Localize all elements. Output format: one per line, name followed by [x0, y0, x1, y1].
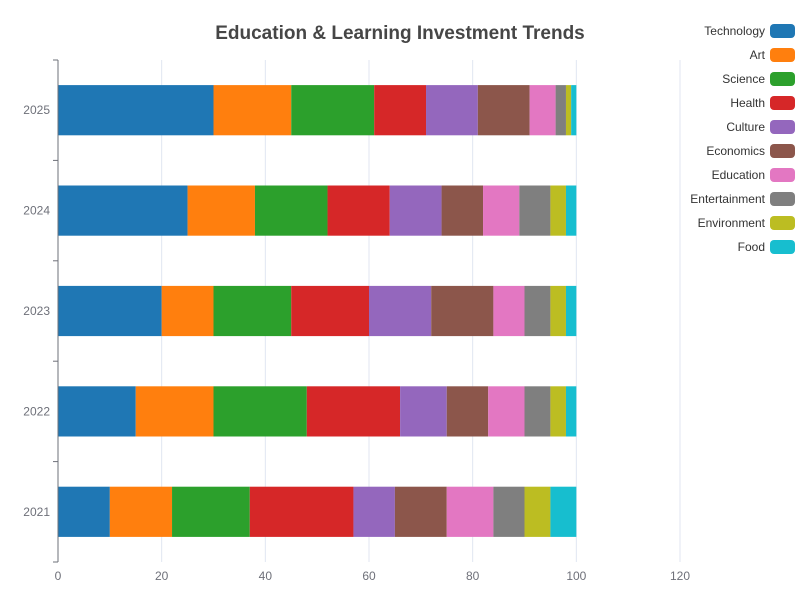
legend-label: Entertainment: [690, 192, 765, 206]
bars: [58, 85, 577, 537]
bar-segment-culture-2025[interactable]: [426, 85, 478, 136]
x-tick-label: 60: [362, 569, 376, 583]
bar-segment-culture-2022[interactable]: [400, 386, 447, 437]
y-tick-label: 2022: [23, 404, 50, 418]
bar-segment-art-2021[interactable]: [109, 486, 173, 537]
legend-label: Food: [738, 240, 765, 254]
bar-segment-environment-2025[interactable]: [565, 85, 572, 136]
legend-swatch: [770, 192, 795, 206]
y-tick-label: 2023: [23, 304, 50, 318]
bar-segment-environment-2024[interactable]: [550, 185, 566, 236]
legend-swatch: [770, 96, 795, 110]
bar-segment-art-2025[interactable]: [213, 85, 292, 136]
bar-segment-food-2021[interactable]: [550, 486, 577, 537]
bar-segment-health-2022[interactable]: [306, 386, 401, 437]
bar-segment-art-2024[interactable]: [187, 185, 255, 236]
bar-segment-entertainment-2024[interactable]: [519, 185, 551, 236]
bar-segment-culture-2023[interactable]: [369, 285, 432, 337]
legend-item-entertainment[interactable]: Entertainment: [690, 192, 795, 206]
bar-segment-health-2025[interactable]: [374, 85, 427, 136]
bar-segment-art-2022[interactable]: [135, 386, 214, 437]
bar-segment-art-2023[interactable]: [161, 285, 214, 337]
bar-segment-entertainment-2021[interactable]: [493, 486, 525, 537]
bar-segment-health-2023[interactable]: [291, 285, 369, 337]
bar-segment-technology-2021[interactable]: [58, 486, 110, 537]
bar-segment-entertainment-2025[interactable]: [555, 85, 566, 136]
legend-item-health[interactable]: Health: [730, 96, 795, 110]
bar-segment-entertainment-2023[interactable]: [524, 285, 551, 337]
legend-label: Culture: [726, 120, 765, 134]
y-tick-label: 2025: [23, 103, 50, 117]
bar-segment-education-2024[interactable]: [483, 185, 520, 236]
legend-label: Art: [750, 48, 766, 62]
legend-item-environment[interactable]: Environment: [698, 216, 795, 230]
bar-segment-education-2021[interactable]: [446, 486, 494, 537]
legend-item-art[interactable]: Art: [750, 48, 795, 62]
legend-swatch: [770, 240, 795, 254]
legend-swatch: [770, 48, 795, 62]
bar-segment-economics-2021[interactable]: [394, 486, 447, 537]
bar-segment-science-2022[interactable]: [213, 386, 307, 437]
bar-segment-science-2025[interactable]: [291, 85, 375, 136]
y-tick-label: 2021: [23, 505, 50, 519]
legend-swatch: [770, 120, 795, 134]
legend-swatch: [770, 168, 795, 182]
x-tick-label: 120: [670, 569, 690, 583]
legend-label: Education: [712, 168, 765, 182]
bar-segment-food-2022[interactable]: [565, 386, 577, 437]
bar-segment-health-2024[interactable]: [327, 185, 390, 236]
bar-segment-science-2024[interactable]: [254, 185, 328, 236]
bar-segment-entertainment-2022[interactable]: [524, 386, 551, 437]
legend-swatch: [770, 24, 795, 38]
y-tick-label: 2024: [23, 204, 50, 218]
x-tick-label: 20: [155, 569, 169, 583]
legend-item-education[interactable]: Education: [712, 168, 795, 182]
bar-segment-culture-2021[interactable]: [353, 486, 395, 537]
legend-item-culture[interactable]: Culture: [726, 120, 795, 134]
bar-segment-economics-2023[interactable]: [431, 285, 494, 337]
legend-item-food[interactable]: Food: [738, 240, 795, 254]
bar-segment-education-2023[interactable]: [493, 285, 525, 337]
bar-segment-environment-2023[interactable]: [550, 285, 566, 337]
legend-label: Health: [730, 96, 765, 110]
bar-segment-food-2024[interactable]: [565, 185, 577, 236]
bar-segment-environment-2022[interactable]: [550, 386, 566, 437]
bar-segment-technology-2022[interactable]: [58, 386, 136, 437]
bar-segment-economics-2025[interactable]: [477, 85, 530, 136]
legend-label: Science: [722, 72, 765, 86]
legend-label: Technology: [704, 24, 765, 38]
axes: 0 20 40 60 80 100 120 2021 2022 2023 2024 2025: [23, 59, 690, 583]
bar-segment-technology-2024[interactable]: [58, 185, 188, 236]
bar-segment-science-2021[interactable]: [172, 486, 250, 537]
legend-item-technology[interactable]: Technology: [704, 24, 795, 38]
legend-swatch: [770, 216, 795, 230]
x-tick-label: 100: [566, 569, 586, 583]
bar-segment-economics-2024[interactable]: [441, 185, 484, 236]
bar-segment-technology-2025[interactable]: [58, 85, 214, 136]
chart-title: Education & Learning Investment Trends: [215, 23, 585, 44]
legend[interactable]: Technology Art Science Health Culture Economi…: [690, 24, 795, 254]
bar-segment-economics-2022[interactable]: [446, 386, 489, 437]
bar-segment-food-2023[interactable]: [565, 285, 577, 337]
legend-swatch: [770, 144, 795, 158]
x-tick-label: 0: [55, 569, 62, 583]
legend-label: Economics: [706, 144, 765, 158]
bar-segment-health-2021[interactable]: [249, 486, 354, 537]
bar-segment-education-2025[interactable]: [529, 85, 556, 136]
legend-item-economics[interactable]: Economics: [706, 144, 795, 158]
legend-item-science[interactable]: Science: [722, 72, 795, 86]
bar-segment-environment-2021[interactable]: [524, 486, 551, 537]
bar-segment-science-2023[interactable]: [213, 285, 292, 337]
legend-label: Environment: [698, 216, 766, 230]
bar-segment-culture-2024[interactable]: [389, 185, 442, 236]
bar-segment-food-2025[interactable]: [571, 85, 577, 136]
x-tick-label: 80: [466, 569, 480, 583]
bar-segment-technology-2023[interactable]: [58, 285, 162, 337]
x-tick-label: 40: [259, 569, 273, 583]
legend-swatch: [770, 72, 795, 86]
bar-segment-education-2022[interactable]: [488, 386, 525, 437]
